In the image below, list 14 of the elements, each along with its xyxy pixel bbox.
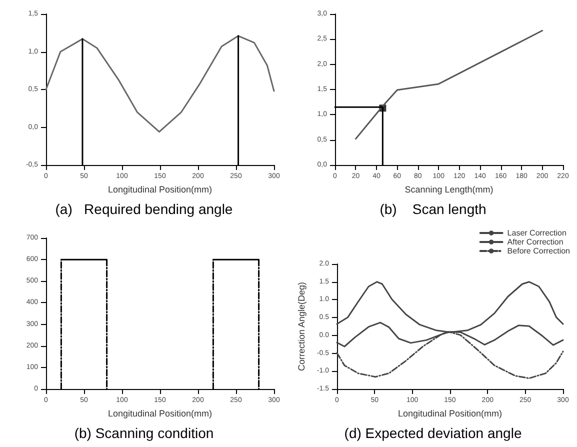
- legend-label: After Correction: [507, 238, 564, 246]
- x-axis-title: Longitudinal Position(mm): [108, 184, 212, 194]
- line-series: [354, 30, 544, 140]
- y-axis-title: Correction Angle(Deg): [296, 282, 306, 372]
- legend-label: Before Correction: [507, 246, 570, 256]
- text: (b) Scanning condition: [74, 425, 214, 441]
- x-axis-title: Scanning Length(mm): [404, 184, 494, 194]
- line-series: [45, 35, 275, 133]
- text: (a) Required bending angle: [55, 201, 233, 217]
- legend-label: Laser Correction: [507, 228, 566, 238]
- x-axis-title: Longitudinal Position(mm): [108, 408, 212, 418]
- text: (b) Scan length: [380, 201, 486, 217]
- text: (d) Expected deviation angle: [344, 425, 522, 441]
- x-axis-title: Longitudinal Position(mm): [398, 408, 502, 418]
